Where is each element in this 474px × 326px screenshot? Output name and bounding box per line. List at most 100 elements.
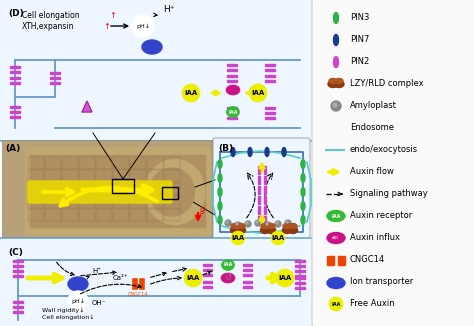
Ellipse shape xyxy=(237,227,246,233)
Bar xyxy=(10,71,20,73)
FancyBboxPatch shape xyxy=(312,0,474,326)
Ellipse shape xyxy=(231,224,239,229)
Bar xyxy=(79,209,95,221)
Ellipse shape xyxy=(334,35,338,46)
Circle shape xyxy=(329,297,343,311)
Text: H⁺: H⁺ xyxy=(163,5,174,14)
Bar xyxy=(258,166,260,174)
Ellipse shape xyxy=(261,227,270,233)
Ellipse shape xyxy=(327,211,345,221)
Ellipse shape xyxy=(227,107,239,117)
Bar xyxy=(203,264,212,266)
Ellipse shape xyxy=(261,224,269,229)
Bar xyxy=(45,170,61,182)
Text: AID: AID xyxy=(332,236,339,240)
Bar xyxy=(130,183,146,195)
Text: IAA: IAA xyxy=(278,275,292,281)
Ellipse shape xyxy=(301,187,305,197)
Text: XTH,expansin: XTH,expansin xyxy=(22,22,74,31)
Text: pH↓: pH↓ xyxy=(136,23,150,29)
Bar xyxy=(264,186,266,194)
Bar xyxy=(28,157,44,169)
Ellipse shape xyxy=(149,168,194,216)
Ellipse shape xyxy=(230,227,239,233)
Bar xyxy=(13,270,23,272)
Text: Auxin influx: Auxin influx xyxy=(350,233,400,243)
Bar xyxy=(258,176,260,184)
Bar xyxy=(338,256,345,265)
Bar xyxy=(45,183,61,195)
Ellipse shape xyxy=(226,85,240,95)
Ellipse shape xyxy=(266,227,275,233)
Ellipse shape xyxy=(282,147,286,156)
Bar xyxy=(10,77,20,79)
Text: ↑: ↑ xyxy=(103,22,110,31)
Bar xyxy=(295,287,305,289)
Bar xyxy=(258,196,260,204)
Text: Free Auxin: Free Auxin xyxy=(350,300,395,308)
Bar xyxy=(258,186,260,194)
Bar xyxy=(265,75,275,77)
Ellipse shape xyxy=(265,147,269,156)
Bar xyxy=(203,280,212,283)
Bar xyxy=(244,274,253,276)
Bar xyxy=(96,196,112,208)
Bar xyxy=(96,157,112,169)
Text: Amyloplast: Amyloplast xyxy=(350,101,397,111)
Circle shape xyxy=(286,221,288,223)
Bar xyxy=(244,264,253,266)
Text: PIN7: PIN7 xyxy=(350,36,369,45)
Bar xyxy=(147,196,163,208)
Bar xyxy=(10,106,20,108)
Bar xyxy=(265,107,275,109)
Text: IAA: IAA xyxy=(228,110,237,114)
Bar xyxy=(10,111,20,113)
Circle shape xyxy=(333,103,337,107)
Bar xyxy=(28,183,44,195)
FancyBboxPatch shape xyxy=(0,238,314,326)
Text: Auxin receptor: Auxin receptor xyxy=(350,212,412,220)
FancyBboxPatch shape xyxy=(213,138,310,242)
Text: ↑: ↑ xyxy=(109,11,116,20)
Ellipse shape xyxy=(301,201,305,211)
Bar xyxy=(147,170,163,182)
Text: Endosome: Endosome xyxy=(350,124,394,132)
Bar xyxy=(265,69,275,71)
Circle shape xyxy=(225,220,231,226)
Text: Ion transporter: Ion transporter xyxy=(350,277,413,287)
Bar xyxy=(265,80,275,82)
Ellipse shape xyxy=(283,224,291,229)
Ellipse shape xyxy=(301,173,305,183)
Bar xyxy=(50,82,60,84)
Bar xyxy=(96,183,112,195)
Bar xyxy=(327,256,334,265)
Bar xyxy=(244,286,253,288)
Bar xyxy=(10,82,20,84)
Text: endo/exocytosis: endo/exocytosis xyxy=(350,145,418,155)
Text: ↺: ↺ xyxy=(225,274,231,283)
Bar xyxy=(264,206,266,214)
Bar xyxy=(227,112,237,114)
Bar xyxy=(62,196,78,208)
Bar xyxy=(244,269,253,271)
Text: LZY/RLD complex: LZY/RLD complex xyxy=(350,80,424,88)
Bar xyxy=(164,183,180,195)
Circle shape xyxy=(271,231,285,245)
Text: IAA: IAA xyxy=(331,214,341,218)
Ellipse shape xyxy=(218,187,222,197)
Bar xyxy=(164,196,180,208)
Bar xyxy=(25,147,210,235)
Text: H⁺: H⁺ xyxy=(92,268,101,274)
Ellipse shape xyxy=(267,224,275,229)
Bar xyxy=(79,196,95,208)
Bar xyxy=(164,157,180,169)
Ellipse shape xyxy=(335,79,343,83)
Ellipse shape xyxy=(327,232,345,244)
Text: (D): (D) xyxy=(8,9,24,18)
Bar xyxy=(113,209,129,221)
Bar xyxy=(203,274,212,276)
Text: Ca²⁺: Ca²⁺ xyxy=(113,275,128,281)
Bar xyxy=(45,157,61,169)
Bar xyxy=(162,187,178,199)
Bar xyxy=(130,196,146,208)
